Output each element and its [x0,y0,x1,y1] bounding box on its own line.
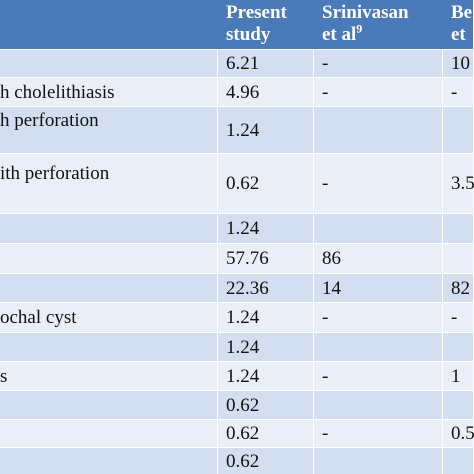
cell-value: 57.76 [226,248,269,269]
table-cell [0,50,218,78]
table-cell [443,154,474,214]
cell-value: - [322,53,329,74]
cell-value: 1 [451,365,461,387]
cell-value: 86 [322,248,341,269]
cell-value: 3.5 [451,173,474,194]
table-cell [314,50,443,78]
cell-value: 1.24 [226,218,260,239]
table-cell [218,303,314,333]
cell-value: - [451,307,458,328]
cell-value: 6.21 [226,53,260,74]
table-cell [0,303,218,333]
cell-value: - [322,423,329,444]
table-cell [218,448,314,474]
table-cell [314,420,443,448]
header-text: et al9 [322,21,363,45]
table-cell [218,154,314,214]
cell-value: 82 [451,277,470,299]
table-cell [443,303,474,333]
table-cell [314,448,443,474]
table-cell [0,362,218,391]
row-label: h cholelithiasis [0,81,115,103]
table-cell [314,274,443,303]
table-cell [218,274,314,303]
table-cell [0,244,218,274]
table-cell [443,391,474,420]
table-cell [314,107,443,154]
table-cell [218,50,314,78]
table-cell [0,420,218,448]
cell-value: 0.62 [226,394,260,416]
cell-value: 14 [322,277,341,299]
cell-value: 4.96 [226,81,260,103]
table-cell [0,214,218,244]
table-cell [218,78,314,107]
table-cell [314,244,443,274]
table-cell [218,333,314,362]
table-cell [218,391,314,420]
cell-value: 0.62 [226,451,260,472]
cell-value: - [322,365,329,387]
header-text: et [451,24,466,45]
table-cell [443,362,474,391]
row-label: h perforation [0,109,99,131]
header-row [0,0,474,50]
table-cell [314,154,443,214]
header-text: study [226,24,271,45]
table-cell [0,391,218,420]
table-cell [218,362,314,391]
header-text: Srinivasan [322,2,409,23]
table-cell [218,214,314,244]
row-label: s [0,365,8,387]
header-text-part: et al [322,24,357,45]
table-cell [0,154,218,214]
cell-value: - [322,173,329,194]
table-cell [218,107,314,154]
cell-value: - [322,307,329,328]
cell-value: 10 [451,53,470,74]
table-cell [443,214,474,244]
table-cell [314,362,443,391]
table-cell [0,333,218,362]
superscript: 9 [356,21,363,36]
table-cell [443,448,474,474]
table-cell [0,274,218,303]
cell-value: 1.24 [226,365,260,387]
table-cell [314,214,443,244]
cell-value: 0.62 [226,423,260,444]
table-cell [443,333,474,362]
table-cell [218,244,314,274]
table-cell [314,333,443,362]
table-cell [443,107,474,154]
header-text: Present [226,2,287,23]
cell-value: - [322,81,329,103]
table-cell [443,244,474,274]
cell-value: 1.24 [226,119,260,141]
cell-value: - [451,81,458,103]
table-cell [0,448,218,474]
cell-value: 22.36 [226,277,269,299]
table-cell [314,78,443,107]
row-label: ochal cyst [0,307,77,328]
row-label: ith perforation [0,163,110,184]
table-cell [0,107,218,154]
table-cell [314,303,443,333]
header-text: Be [451,2,473,23]
table-cell [0,78,218,107]
table-cell [443,50,474,78]
cell-value: 0.5 [451,423,474,444]
table-cell [314,391,443,420]
cell-value: 1.24 [226,336,260,358]
table-cell [218,420,314,448]
cell-value: 0.62 [226,173,260,194]
table-cell [443,78,474,107]
cell-value: 1.24 [226,307,260,328]
